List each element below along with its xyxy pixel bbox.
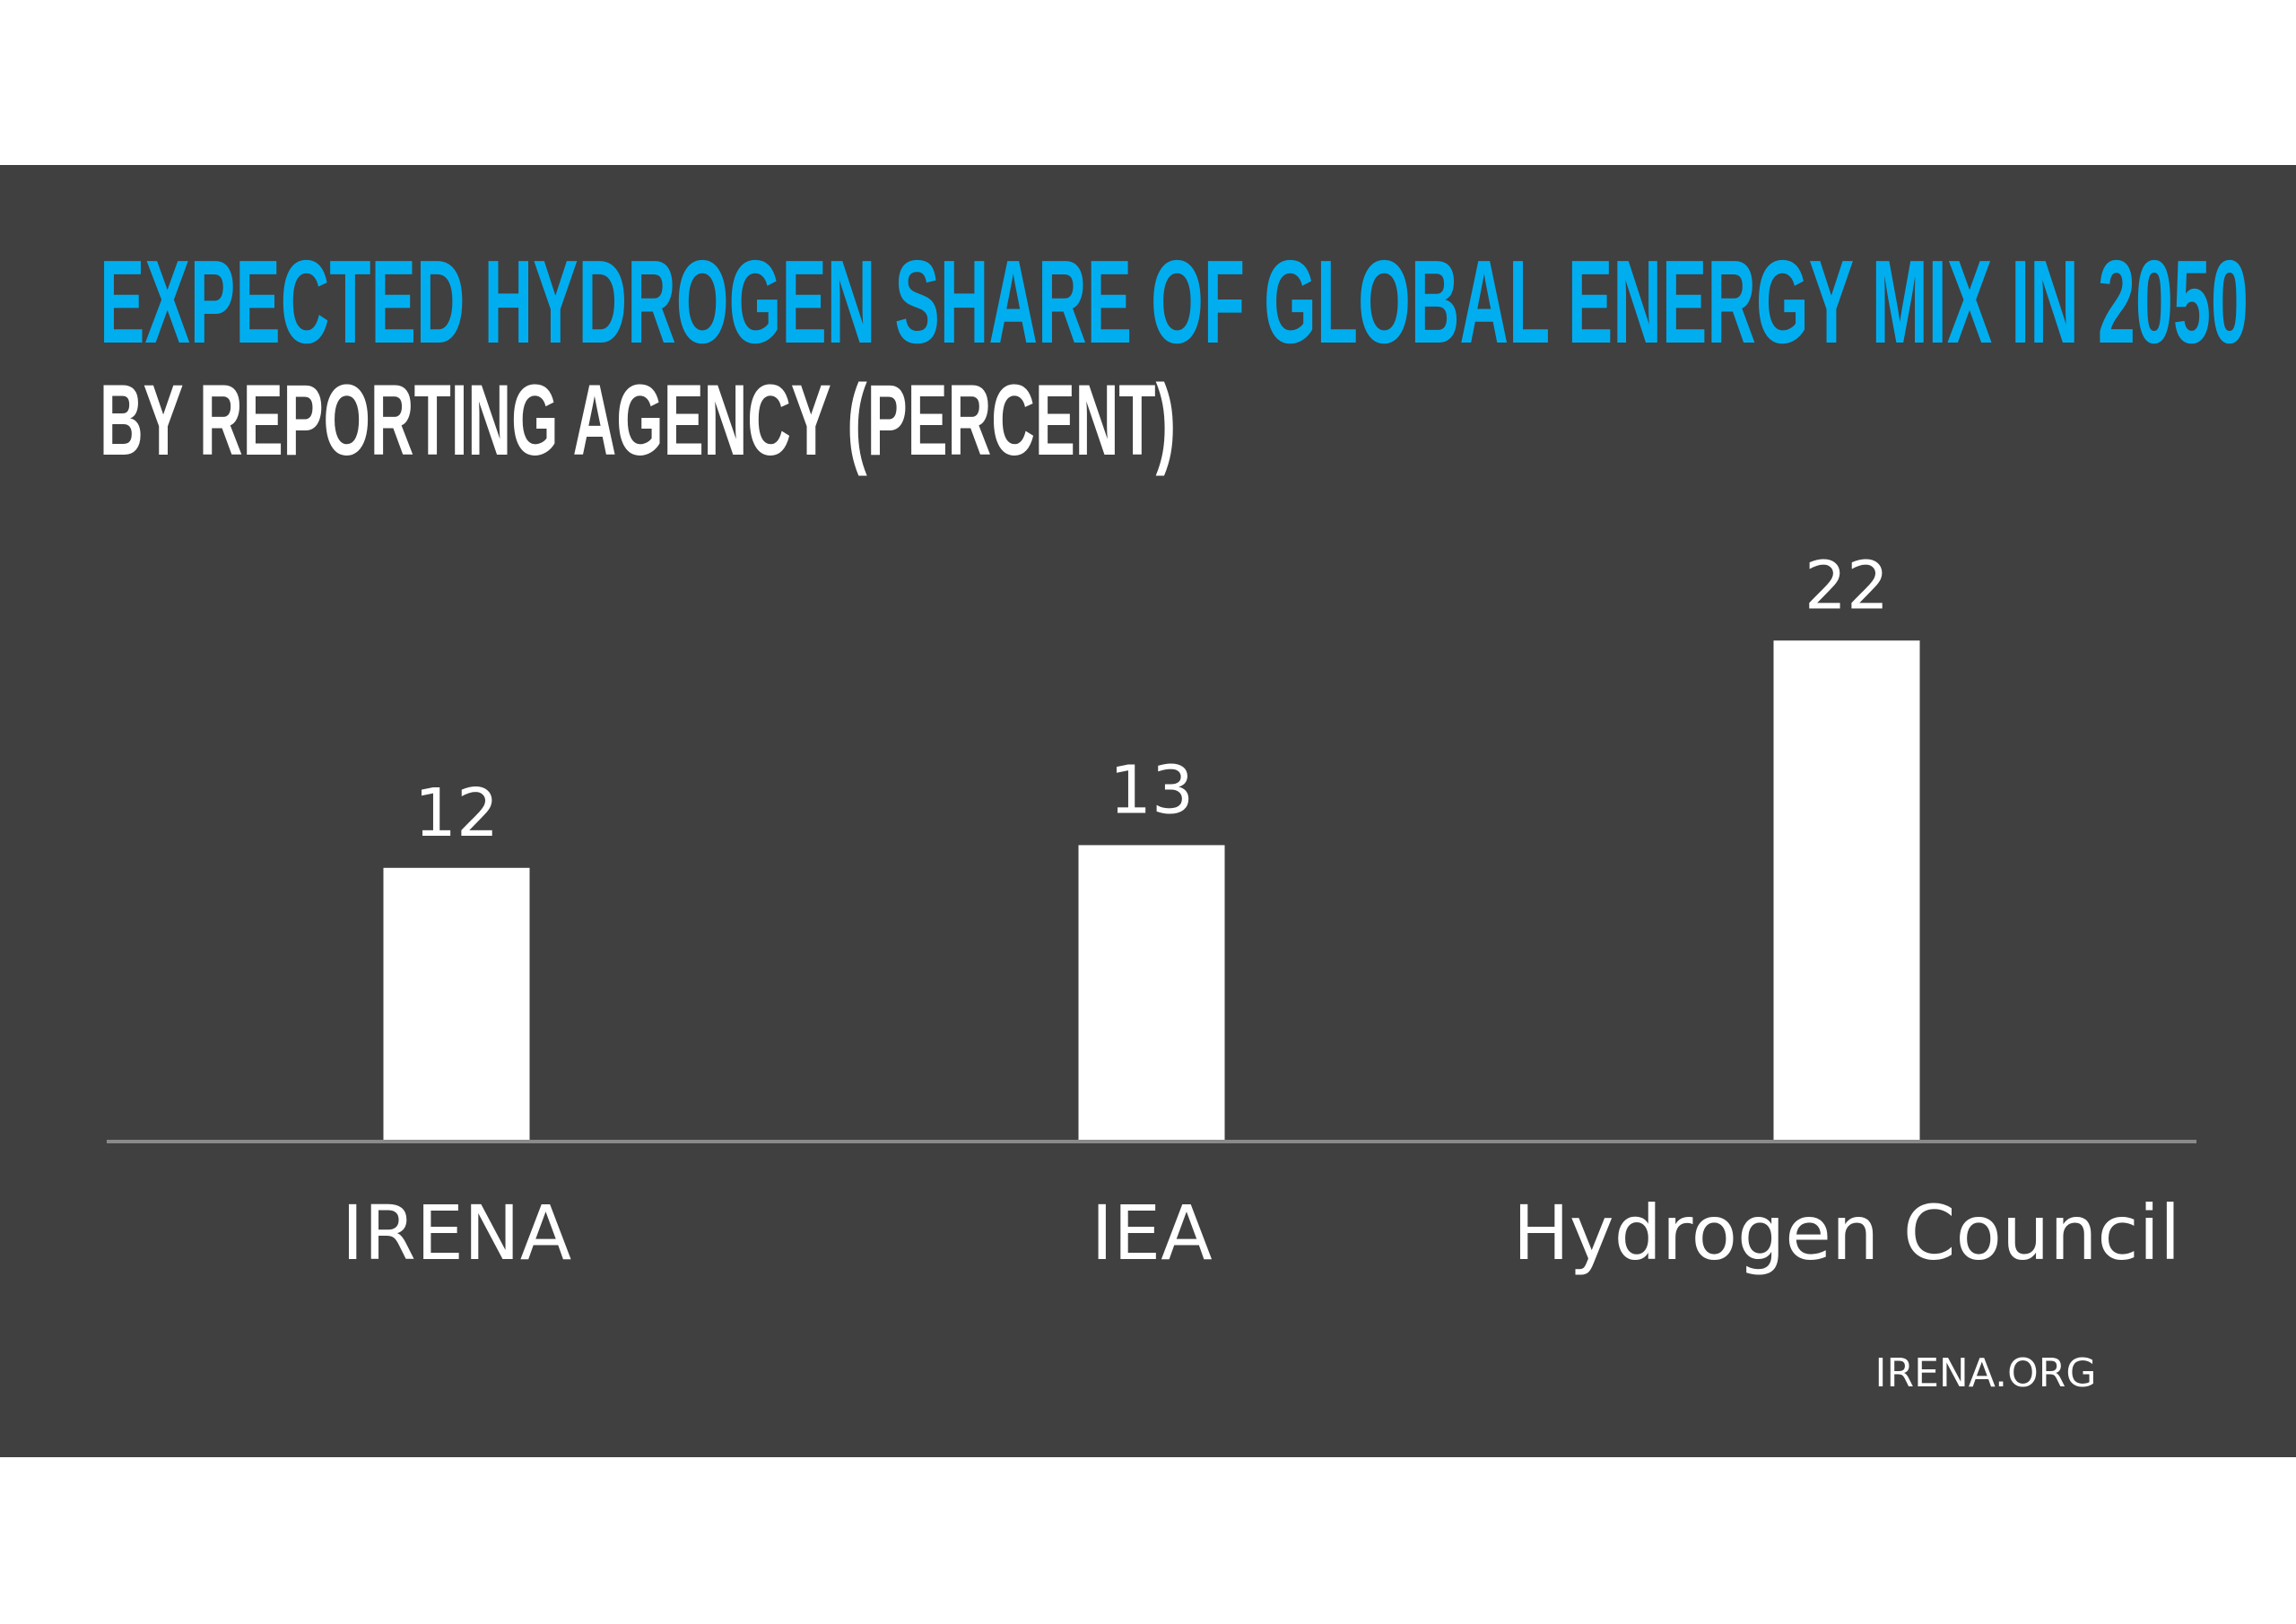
data-label: 12 [414, 775, 499, 852]
category-label: IEA [1091, 1189, 1212, 1277]
category-label: Hydrogen Council [1513, 1189, 2181, 1277]
bar-hydrogen-council [1773, 640, 1920, 1141]
data-label: 22 [1805, 547, 1889, 624]
data-label: 13 [1109, 751, 1194, 829]
bars-group: 12 IRENA 13 IEA 22 Hydrogen Council [342, 547, 2181, 1277]
source-label: IRENA.ORG [1875, 1350, 2097, 1396]
category-label: IRENA [342, 1189, 572, 1277]
bar-irena [383, 867, 530, 1141]
chart-title: EXPECTED HYDROGEN SHARE OF GLOBAL ENERGY… [100, 236, 2248, 368]
chart-subtitle: BY REPORTING AGENCY (PERCENT) [100, 364, 1176, 476]
bar-iea [1078, 845, 1225, 1141]
